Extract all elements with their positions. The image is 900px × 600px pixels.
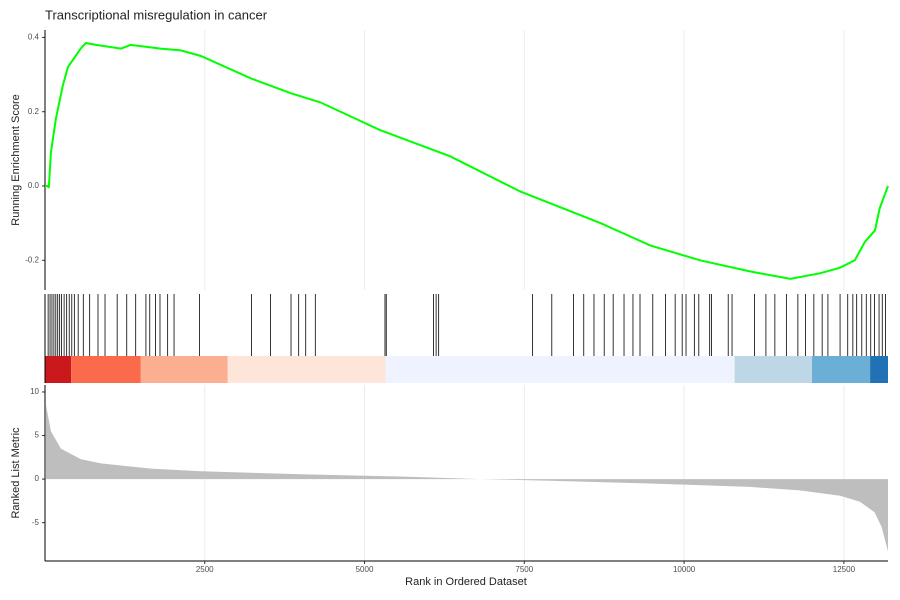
chart-title: Transcriptional misregulation in cancer <box>45 7 268 22</box>
x-tick-label: 5000 <box>356 565 374 574</box>
y-tick-label: -0.2 <box>25 255 39 264</box>
y-tick-label: 10 <box>30 387 39 396</box>
rank-band <box>870 356 888 383</box>
y-tick-label: 0 <box>35 474 40 483</box>
y-tick-label: -5 <box>32 518 40 527</box>
metric-area <box>46 405 888 552</box>
y-tick-label: 5 <box>35 431 40 440</box>
rank-band <box>734 356 812 383</box>
rank-band <box>45 356 72 383</box>
x-tick-label: 7500 <box>515 565 533 574</box>
rank-band <box>140 356 228 383</box>
y-axis-title: Ranked List Metric <box>10 427 22 519</box>
x-tick-label: 10000 <box>673 565 696 574</box>
rank-band <box>227 356 386 383</box>
enrichment-line <box>45 41 889 280</box>
x-tick-label: 2500 <box>196 565 214 574</box>
rank-band <box>811 356 871 383</box>
rank-band <box>385 356 735 383</box>
x-tick-label: 12500 <box>833 565 856 574</box>
y-tick-label: 0.0 <box>28 181 40 190</box>
y-axis-title: Running Enrichment Score <box>10 94 22 225</box>
x-axis-title: Rank in Ordered Dataset <box>405 576 527 588</box>
rank-band <box>71 356 141 383</box>
y-tick-label: 0.2 <box>28 107 40 116</box>
y-tick-label: 0.4 <box>28 33 40 42</box>
